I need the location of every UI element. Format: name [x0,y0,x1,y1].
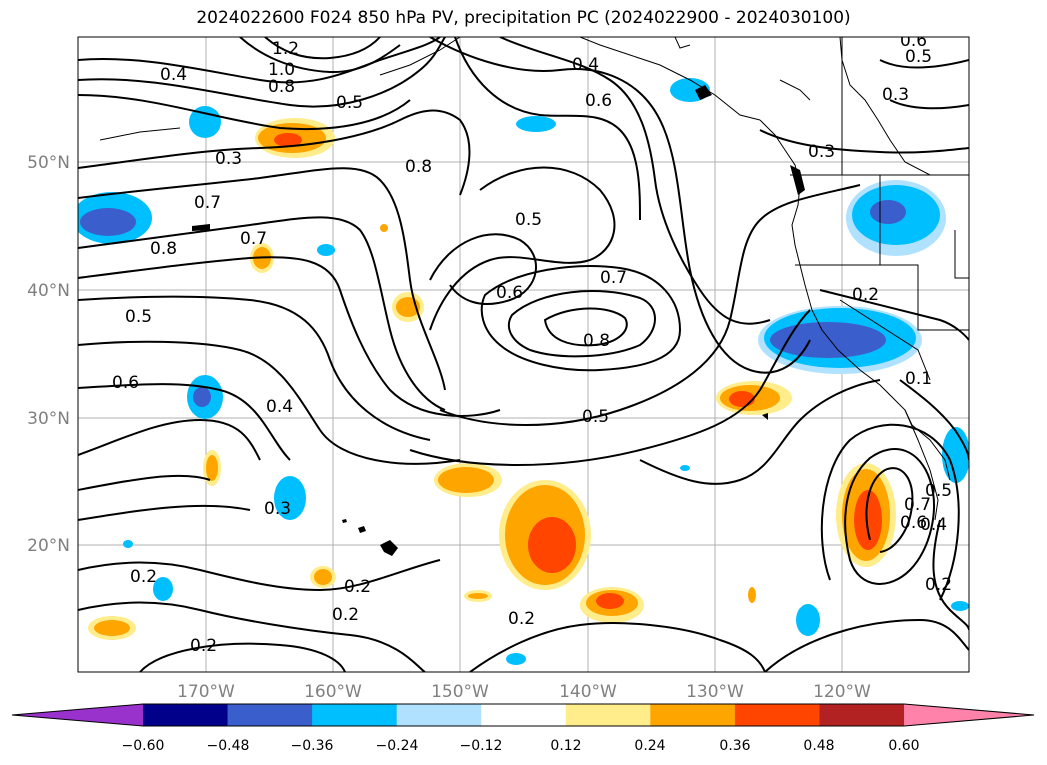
contour-label: 0.5 [925,481,952,501]
colorbar-extend-low [12,704,143,726]
contour-label: 0.2 [852,285,879,305]
contour-label: 0.5 [905,47,932,67]
contour-label: 0.2 [130,567,157,587]
contour-label: 1.0 [268,60,295,80]
colorbar-tick: −0.48 [207,738,250,754]
contour-label: 0.6 [112,373,139,393]
pv-contours [78,37,969,672]
lat-label: 50°N [27,153,70,173]
lon-label: 170°W [177,682,235,702]
lon-label: 140°W [559,682,617,702]
lon-label: 160°W [304,682,362,702]
contour-label: 0.5 [336,93,363,113]
contour-label: 0.4 [160,65,187,85]
colorbar [11,703,1035,727]
contour-label: 0.5 [582,407,609,427]
colorbar-tick: 0.24 [634,738,665,754]
contour-label: 0.4 [920,515,947,535]
colorbar-segment [650,704,736,726]
colorbar-segment [481,704,567,726]
contour-label: 0.2 [332,605,359,625]
contour-label: 0.6 [900,513,927,533]
contour-label: 0.4 [572,55,599,75]
lat-labels: 50°N 40°N 30°N 20°N [27,153,70,556]
colorbar-segment [819,704,905,726]
contour-label: 0.8 [405,157,432,177]
islands [192,85,805,556]
lon-label: 130°W [686,682,744,702]
contour-label: 0.8 [150,239,177,259]
colorbar-tick: −0.24 [376,738,419,754]
contour-label: 0.3 [215,149,242,169]
lon-label: 120°W [813,682,871,702]
contour-label: 0.2 [344,577,371,597]
colorbar-tick: 0.48 [803,738,834,754]
colorbar-tick: 0.12 [550,738,581,754]
colorbar-tick: −0.12 [460,738,503,754]
colorbar-tick: 0.36 [719,738,750,754]
lat-label: 40°N [27,281,70,301]
lon-label: 150°W [431,682,489,702]
contour-label: 0.5 [515,210,542,230]
colorbar-extend-high [904,704,1034,726]
contour-label: 0.2 [925,575,952,595]
contour-label: 0.2 [190,636,217,656]
contour-label: 0.6 [900,31,927,51]
contour-label: 0.8 [583,331,610,351]
contour-label: 0.7 [904,495,931,515]
contour-label: 0.3 [808,142,835,162]
contour-label: 0.7 [600,268,627,288]
contour-label: 0.1 [905,369,932,389]
lon-labels: 170°W 160°W 150°W 140°W 130°W 120°W [177,682,871,702]
contour-label: 0.3 [882,85,909,105]
colorbar-tick: −0.36 [291,738,334,754]
contour-label: 0.6 [585,91,612,111]
contour-label: 0.2 [508,609,535,629]
contour-label: 0.8 [268,77,295,97]
contour-label: 0.5 [125,307,152,327]
contour-label: 0.7 [240,229,267,249]
contour-label: 0.3 [264,499,291,519]
lat-label: 30°N [27,409,70,429]
chart-title: 2024022600 F024 850 hPa PV, precipitatio… [196,8,851,28]
colorbar-ticks: −0.60 −0.48 −0.36 −0.24 −0.12 0.12 0.24 … [122,738,920,754]
colorbar-tick: −0.60 [122,738,165,754]
colorbar-segment [227,704,313,726]
colorbar-segment [396,704,482,726]
colorbar-segment [143,704,229,726]
contour-label: 0.6 [496,283,523,303]
contour-label: 0.4 [266,397,293,417]
colorbar-outline [11,703,1035,727]
colorbar-segment [312,704,398,726]
contour-label: 1.2 [272,39,299,59]
map-frame [77,36,970,673]
contour-label: 0.7 [194,193,221,213]
lat-label: 20°N [27,536,70,556]
colorbar-tick: 0.60 [888,738,919,754]
colorbar-segment [734,704,821,726]
colorbar-segment [565,704,651,726]
contour-labels: 1.2 1.0 0.8 0.4 0.5 0.4 0.6 0.6 0.5 0.3 … [112,31,952,656]
